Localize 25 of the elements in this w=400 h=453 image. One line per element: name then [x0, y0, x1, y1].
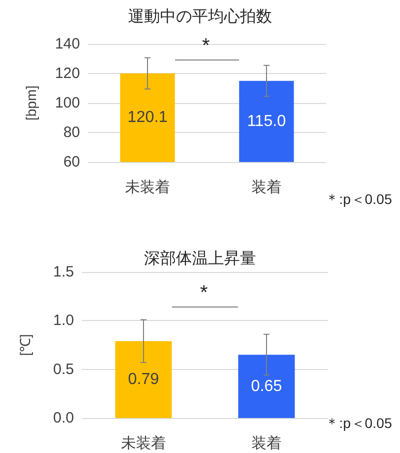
y-tick-label: 1.0 — [53, 312, 74, 330]
y-tick-label: 0.0 — [53, 410, 74, 426]
chart-title: 運動中の平均心拍数 — [128, 8, 272, 26]
data-label: 0.79 — [128, 371, 160, 388]
y-tick-label: 80 — [63, 124, 80, 141]
annotation: * — [200, 282, 208, 304]
data-label: 115.0 — [247, 112, 286, 130]
y-tick-label: 140 — [54, 36, 80, 52]
x-tick-label: 装着 — [252, 435, 282, 452]
x-tick-label: 未装着 — [121, 435, 166, 452]
data-label: 120.1 — [127, 109, 168, 126]
y-tick-label: 1.5 — [53, 264, 74, 280]
y-tick-label: 100 — [54, 94, 80, 112]
data-label: 0.65 — [250, 378, 282, 395]
y-axis-title: [bpm] — [23, 85, 39, 121]
y-axis-title: [℃] — [17, 334, 33, 356]
x-tick-label: 装着 — [252, 179, 282, 196]
y-tick-label: 0.5 — [53, 360, 74, 378]
text: ＊:p＜0.05 — [325, 191, 392, 207]
annotation: * — [202, 35, 210, 57]
y-tick-label: 60 — [63, 154, 80, 170]
x-tick-label: 未装着 — [125, 179, 170, 196]
annotation: ＊:p＜0.05 — [325, 415, 392, 431]
y-tick-label: 120 — [54, 65, 80, 82]
chart-title: 深部体温上昇量 — [144, 250, 256, 268]
